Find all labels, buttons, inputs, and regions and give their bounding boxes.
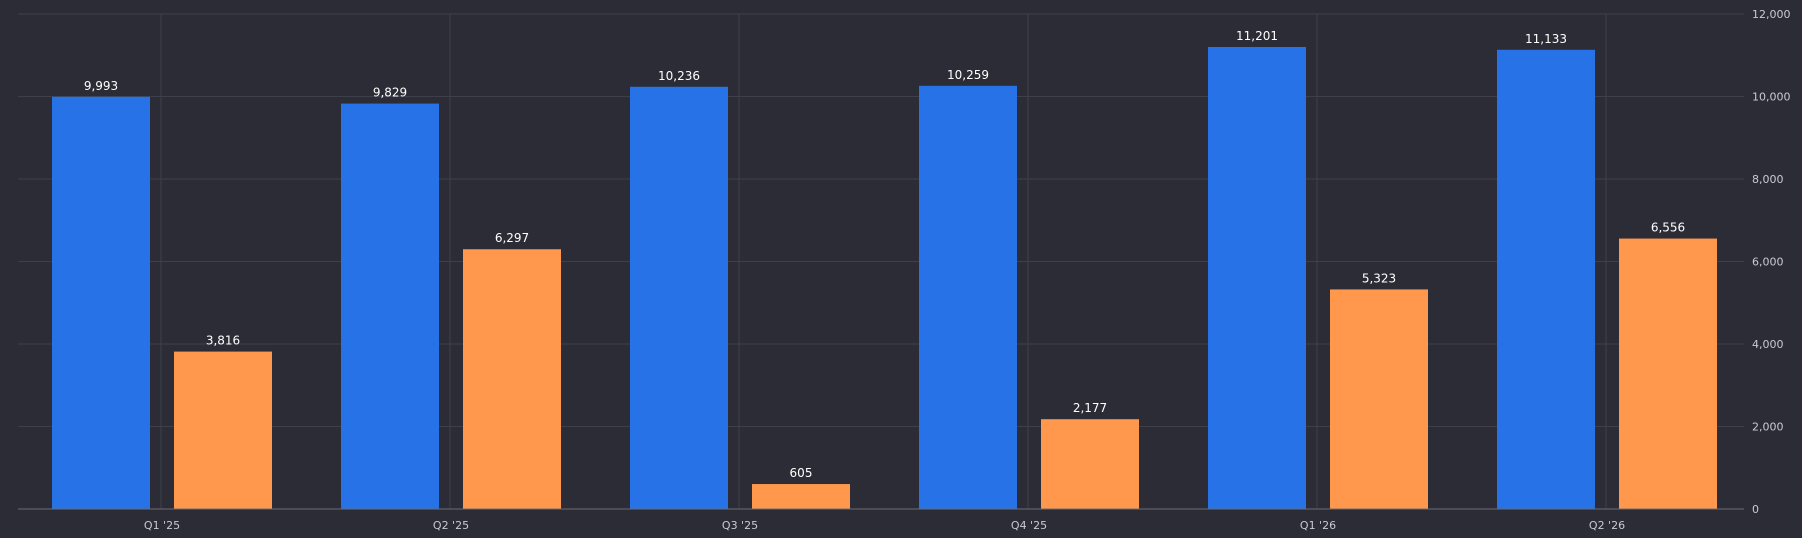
- data-label-layer: 9,993 9,829 10,236 10,259 11,201 11,133 3,816 6…: [84, 29, 1685, 480]
- bar-value-label: 2,177: [1073, 401, 1107, 415]
- bar-series-2: [752, 484, 850, 509]
- x-tick-label: Q3 '25: [722, 519, 758, 532]
- x-tick-label: Q2 '26: [1589, 519, 1625, 532]
- bar-value-label: 6,556: [1651, 221, 1685, 235]
- bar-series-1: [341, 103, 439, 510]
- y-tick-label: 10,000: [1752, 91, 1791, 104]
- bar-series-1: [1497, 49, 1595, 510]
- x-tick-label: Q1 '25: [144, 519, 180, 532]
- x-tick-label: Q4 '25: [1011, 519, 1047, 532]
- bar-value-label: 10,259: [947, 68, 989, 82]
- bar-series-2: [1619, 238, 1717, 509]
- bar-series-1: [52, 96, 150, 509]
- y-tick-label: 2,000: [1752, 421, 1784, 434]
- bar-value-label: 11,133: [1525, 32, 1567, 46]
- bar-value-label: 5,323: [1362, 271, 1396, 285]
- bar-value-label: 9,993: [84, 79, 118, 93]
- bar-series-2: [1041, 419, 1139, 509]
- y-tick-label: 0: [1752, 503, 1759, 516]
- bar-value-label: 3,816: [206, 334, 240, 348]
- bar-series-1: [1208, 46, 1306, 510]
- bar-series-1: [630, 86, 728, 509]
- bar-value-label: 10,236: [658, 69, 700, 83]
- bar-series-2: [463, 249, 561, 509]
- bar-value-label: 605: [790, 466, 813, 480]
- y-tick-label: 8,000: [1752, 173, 1784, 186]
- grid-layer: [18, 13, 1744, 509]
- bar-value-label: 9,829: [373, 86, 407, 100]
- y-tick-label: 12,000: [1752, 8, 1791, 21]
- y-tick-label: 6,000: [1752, 256, 1784, 269]
- bar-series-1: [919, 85, 1017, 509]
- axis-layer: 0 2,000 4,000 6,000 8,000 10,000 12,000 Q1 '25 Q…: [18, 8, 1791, 532]
- bar-value-label: 11,201: [1236, 29, 1278, 43]
- bar-value-label: 6,297: [495, 231, 529, 245]
- bar-series-2: [1330, 289, 1428, 509]
- y-tick-label: 4,000: [1752, 338, 1784, 351]
- bar-layer: [52, 46, 1717, 510]
- x-tick-label: Q1 '26: [1300, 519, 1336, 532]
- x-tick-label: Q2 '25: [433, 519, 469, 532]
- bar-series-2: [174, 351, 272, 509]
